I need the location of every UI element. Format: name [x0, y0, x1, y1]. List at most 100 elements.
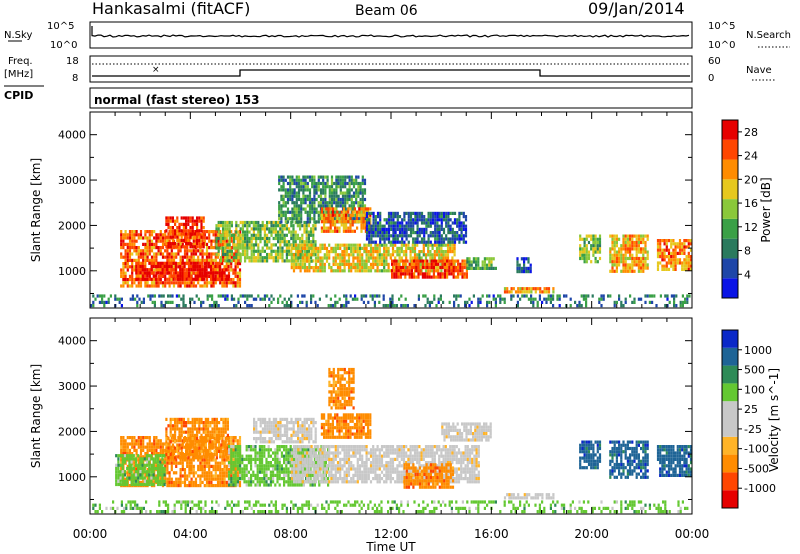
data-cell — [155, 236, 158, 240]
data-cell — [221, 461, 224, 465]
data-cell — [186, 477, 189, 481]
data-cell — [365, 294, 368, 298]
data-cell — [170, 484, 173, 488]
data-cell — [451, 237, 454, 241]
data-cell — [629, 253, 632, 257]
data-cell — [492, 257, 495, 261]
data-cell — [216, 277, 219, 281]
data-cell — [143, 268, 147, 272]
data-cell — [131, 442, 134, 446]
data-cell — [308, 259, 311, 263]
data-cell — [263, 243, 266, 247]
data-cell — [170, 448, 173, 452]
power-colorbar-label: Power [dB] — [759, 177, 773, 242]
data-cell — [311, 197, 314, 202]
data-cell — [313, 201, 316, 205]
data-cell — [322, 207, 325, 211]
data-cell — [679, 304, 682, 308]
data-cell — [413, 304, 416, 308]
data-cell — [663, 239, 666, 243]
data-cell — [295, 213, 298, 218]
data-cell — [360, 226, 363, 230]
data-cell — [214, 274, 217, 278]
data-cell — [299, 269, 302, 273]
data-cell — [387, 234, 391, 238]
data-cell — [139, 439, 143, 443]
data-cell — [670, 251, 673, 255]
data-cell — [188, 474, 191, 478]
data-cell — [418, 256, 421, 260]
data-cell — [374, 243, 377, 247]
data-cell — [499, 300, 502, 304]
data-cell — [217, 224, 220, 228]
data-cell — [272, 227, 275, 231]
data-cell — [404, 297, 407, 301]
data-cell — [283, 227, 286, 231]
data-cell — [123, 482, 127, 487]
data-cell — [161, 236, 165, 240]
data-cell — [370, 234, 373, 238]
data-cell — [194, 471, 198, 475]
data-cell — [620, 260, 623, 264]
data-cell — [281, 300, 284, 304]
data-cell — [164, 300, 167, 304]
data-cell — [139, 261, 142, 265]
data-cell — [139, 281, 143, 285]
data-cell — [319, 256, 322, 260]
data-cell — [404, 272, 407, 276]
data-cell — [442, 227, 446, 231]
data-cell — [203, 271, 206, 275]
data-cell — [187, 222, 190, 226]
data-cell — [303, 243, 307, 247]
data-cell — [124, 281, 127, 285]
data-cell — [168, 480, 171, 484]
data-cell — [222, 294, 225, 298]
data-cell — [255, 236, 258, 241]
data-cell — [675, 294, 678, 298]
data-cell — [689, 261, 693, 265]
data-cell — [390, 218, 393, 222]
data-cell — [223, 468, 226, 472]
data-cell — [413, 262, 416, 266]
data-cell — [191, 219, 194, 223]
data-cell — [346, 188, 349, 192]
data-cell — [656, 264, 660, 268]
data-cell — [529, 266, 532, 270]
data-cell — [169, 300, 172, 304]
data-cell — [308, 178, 312, 182]
data-cell — [182, 229, 185, 233]
data-cell — [427, 243, 430, 247]
nsky-label: N.Sky — [4, 30, 32, 41]
data-cell — [182, 294, 185, 298]
data-cell — [142, 255, 145, 259]
data-cell — [120, 461, 123, 465]
data-cell — [126, 454, 129, 458]
data-cell — [333, 188, 336, 192]
data-cell — [357, 185, 360, 189]
data-cell — [155, 474, 158, 478]
data-cell — [443, 272, 446, 276]
data-cell — [525, 287, 529, 291]
data-cell — [368, 234, 371, 238]
data-cell — [529, 263, 532, 267]
data-cell — [321, 256, 324, 260]
data-cell — [137, 439, 140, 443]
data-cell — [322, 188, 325, 192]
data-cell — [212, 277, 215, 281]
data-cell — [218, 274, 221, 278]
data-cell — [390, 240, 393, 244]
data-cell — [631, 300, 634, 304]
data-cell — [140, 300, 143, 304]
data-cell — [235, 220, 238, 225]
data-cell — [161, 461, 165, 465]
data-cell — [587, 256, 591, 261]
data-cell — [611, 240, 614, 245]
data-cell — [343, 246, 346, 250]
data-cell — [670, 264, 673, 268]
data-cell — [343, 266, 346, 270]
data-cell — [168, 484, 171, 488]
data-cell — [155, 445, 158, 449]
data-cell — [246, 236, 249, 241]
data-cell — [541, 290, 544, 294]
data-cell — [179, 242, 182, 246]
